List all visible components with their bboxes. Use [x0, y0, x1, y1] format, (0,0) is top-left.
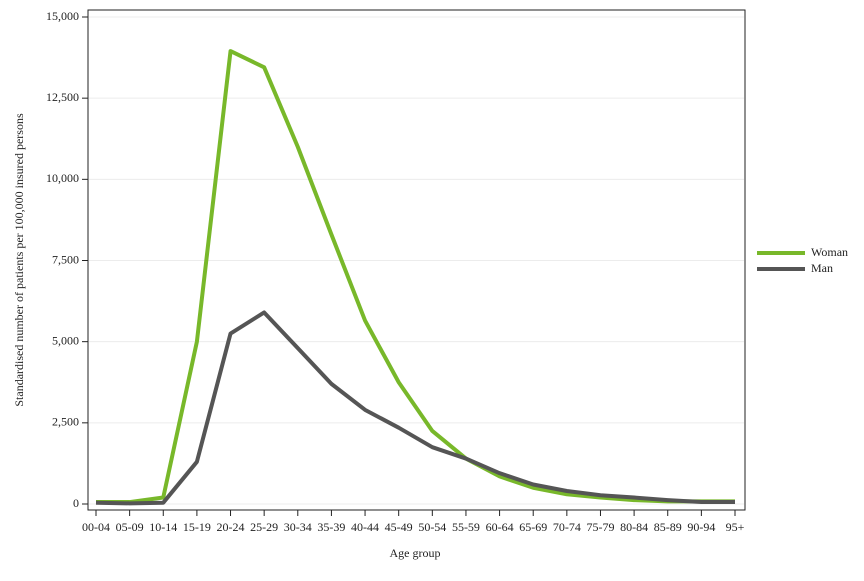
x-tick-label: 55-59 — [452, 520, 480, 534]
x-tick-label: 15-19 — [183, 520, 211, 534]
x-tick-label: 70-74 — [553, 520, 581, 534]
x-axis-label: Age group — [390, 546, 441, 560]
legend-label: Man — [811, 261, 833, 275]
y-axis-label: Standardised number of patients per 100,… — [12, 113, 26, 407]
x-tick-label: 65-69 — [519, 520, 547, 534]
y-tick-label: 7,500 — [52, 252, 79, 266]
x-tick-label: 60-64 — [486, 520, 514, 534]
x-tick-label: 25-29 — [250, 520, 278, 534]
x-tick-label: 95+ — [726, 520, 745, 534]
y-tick-label: 5,000 — [52, 333, 79, 347]
line-series — [95, 310, 735, 506]
x-tick-label: 00-04 — [82, 520, 110, 534]
x-tick-label: 35-39 — [317, 520, 345, 534]
x-tick-label: 80-84 — [620, 520, 648, 534]
y-tick-label: 12,500 — [46, 90, 79, 104]
line-series — [96, 49, 735, 505]
legend-label: Woman — [811, 245, 848, 259]
x-tick-label: 05-09 — [116, 520, 144, 534]
y-tick-label: 10,000 — [46, 171, 79, 185]
x-tick-label: 75-79 — [586, 520, 614, 534]
x-tick-label: 20-24 — [217, 520, 245, 534]
x-tick-label: 45-49 — [385, 520, 413, 534]
x-tick-label: 40-44 — [351, 520, 379, 534]
y-tick-label: 15,000 — [46, 9, 79, 23]
y-tick-label: 0 — [73, 496, 79, 510]
y-tick-label: 2,500 — [52, 415, 79, 429]
x-tick-label: 90-94 — [687, 520, 715, 534]
x-tick-label: 10-14 — [149, 520, 177, 534]
x-tick-label: 85-89 — [654, 520, 682, 534]
x-tick-label: 50-54 — [418, 520, 446, 534]
x-tick-label: 30-34 — [284, 520, 312, 534]
